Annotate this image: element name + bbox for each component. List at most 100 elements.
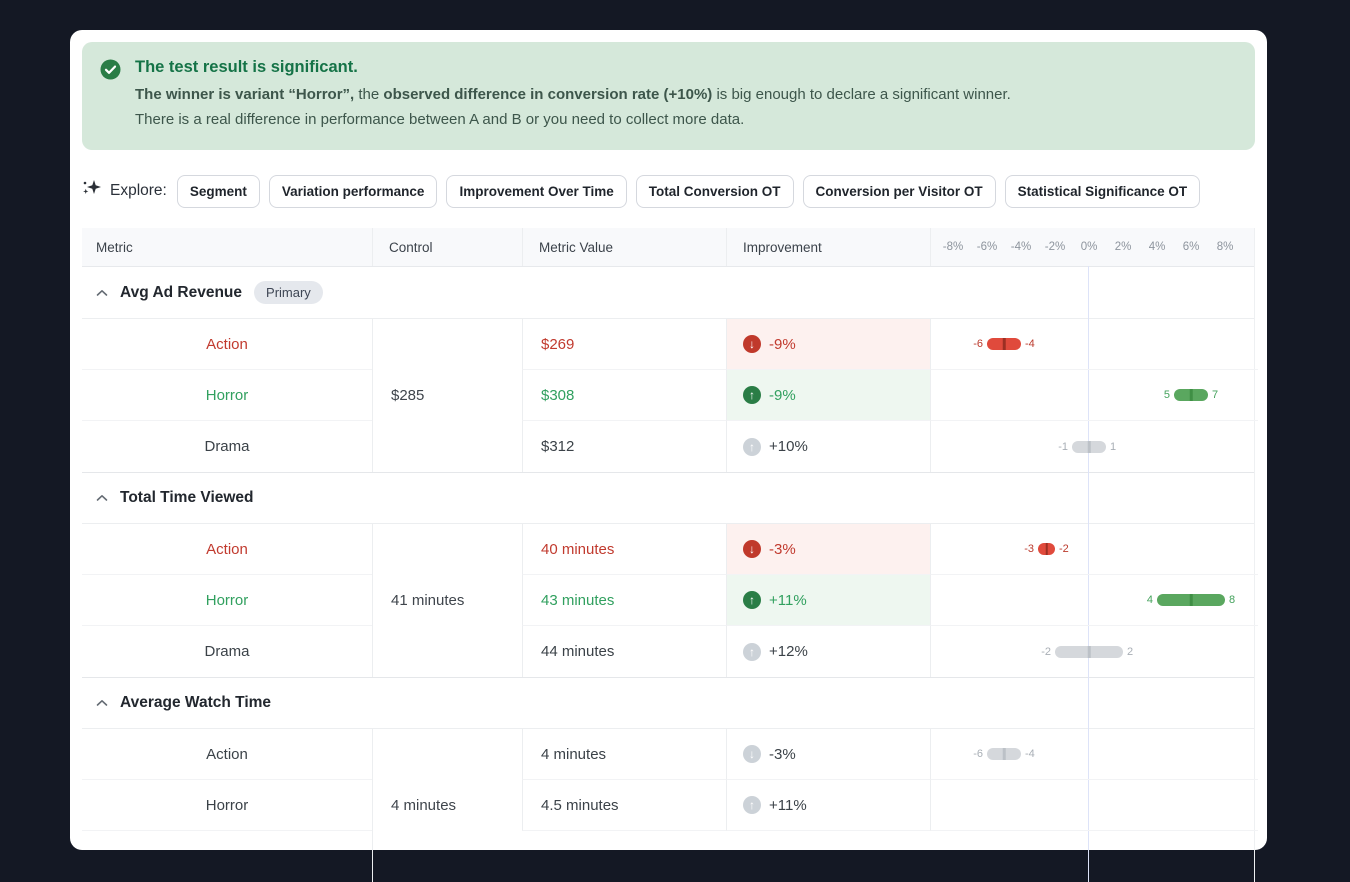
banner-description: The winner is variant “Horror”, the obse… xyxy=(135,82,1011,132)
arrow-up-circle-icon xyxy=(743,591,761,609)
axis-tick: -6% xyxy=(976,241,998,253)
variant-name: Action xyxy=(82,729,372,780)
ci-high-label: 7 xyxy=(1212,389,1219,401)
improvement-value: +11% xyxy=(769,796,807,814)
explore-chips: Segment Variation performance Improvemen… xyxy=(176,174,1201,208)
arrow-up-circle-icon xyxy=(743,386,761,404)
improvement-cell: +12% xyxy=(726,626,930,677)
metric-value: 40 minutes xyxy=(522,524,726,575)
metric-group-total-time-viewed: Total Time Viewed Action Horror Drama 41… xyxy=(82,472,1258,677)
variant-name: Drama xyxy=(204,438,250,455)
group-header-total-time-viewed[interactable]: Total Time Viewed xyxy=(82,472,1254,524)
ci-bar xyxy=(1157,594,1225,606)
arrow-down-circle-icon xyxy=(743,335,761,353)
axis-tick: 4% xyxy=(1148,241,1166,253)
explore-bar: Explore: Segment Variation performance I… xyxy=(82,173,1255,209)
axis-tick: 6% xyxy=(1182,241,1200,253)
banner-winner-text: The winner is variant “Horror”, xyxy=(135,86,355,103)
confidence-interval xyxy=(930,780,1258,831)
sparkles-icon xyxy=(82,179,102,204)
banner-text: the xyxy=(354,86,384,103)
variant-name: Action xyxy=(82,319,372,370)
control-value: $285 xyxy=(372,319,522,472)
group-header-average-watch-time[interactable]: Average Watch Time xyxy=(82,677,1254,729)
table-header: Metric Control Metric Value Improvement … xyxy=(82,228,1254,267)
banner-text-secondary: There is a real difference in performanc… xyxy=(135,111,745,128)
metric-value: 4 minutes xyxy=(522,729,726,780)
chip-total-conversion-ot[interactable]: Total Conversion OT xyxy=(635,174,794,208)
axis-tick: 0% xyxy=(1080,241,1098,253)
metric-value: 43 minutes xyxy=(522,575,726,626)
ci-low-label: -2 xyxy=(1041,645,1051,658)
group-title: Average Watch Time xyxy=(120,694,272,711)
confidence-interval: -6 -4 xyxy=(930,729,1258,780)
metric-group-average-watch-time: Average Watch Time Action Horror 4 minut… xyxy=(82,677,1258,882)
improvement-cell: +10% xyxy=(726,421,930,472)
ci-bar xyxy=(1038,543,1055,555)
arrow-down-circle-icon xyxy=(743,745,761,763)
column-header-control: Control xyxy=(372,228,522,266)
ci-high-label: -4 xyxy=(1025,748,1035,760)
primary-badge: Primary xyxy=(254,281,323,304)
improvement-cell: +11% xyxy=(726,575,930,626)
chevron-up-icon xyxy=(96,289,108,297)
improvement-cell: -3% xyxy=(726,729,930,780)
ci-low-label: -3 xyxy=(1024,543,1034,555)
column-header-improvement: Improvement xyxy=(726,228,930,266)
improvement-cell: -9% xyxy=(726,370,930,421)
confidence-interval: -1 1 xyxy=(930,421,1258,472)
metric-value: $269 xyxy=(522,319,726,370)
improvement-value: -3% xyxy=(769,745,796,763)
confidence-interval: -6 -4 xyxy=(930,319,1258,370)
column-header-metric: Metric xyxy=(96,239,133,255)
ci-low-label: -6 xyxy=(973,338,983,350)
banner-title: The test result is significant. xyxy=(135,58,358,76)
improvement-value: +12% xyxy=(769,643,808,660)
ci-bar xyxy=(987,338,1021,350)
explore-label: Explore: xyxy=(110,182,167,199)
ci-bar xyxy=(1055,645,1123,658)
significance-banner: The test result is significant. The winn… xyxy=(82,42,1255,150)
improvement-scale-axis: -8% -6% -4% -2% 0% 2% 4% 6% 8% xyxy=(930,228,1258,266)
chip-segment[interactable]: Segment xyxy=(176,174,260,208)
control-value: 41 minutes xyxy=(372,524,522,677)
metric-value: $308 xyxy=(522,370,726,421)
improvement-value: +11% xyxy=(769,591,807,609)
improvement-cell: -9% xyxy=(726,319,930,370)
metric-group-avg-ad-revenue: Avg Ad Revenue Primary Action Horror Dra… xyxy=(82,267,1258,472)
variant-name: Horror xyxy=(82,370,372,421)
improvement-cell: -3% xyxy=(726,524,930,575)
ci-low-label: -1 xyxy=(1058,440,1068,453)
variant-name: Horror xyxy=(82,575,372,626)
chip-improvement-over-time[interactable]: Improvement Over Time xyxy=(446,174,627,208)
ci-high-label: 8 xyxy=(1229,594,1236,606)
banner-text: is big enough to declare a significant w… xyxy=(712,86,1011,103)
group-rows: Action Horror Drama 41 minutes 40 minute… xyxy=(82,524,1258,677)
improvement-value: -3% xyxy=(769,540,796,558)
chip-variation-performance[interactable]: Variation performance xyxy=(268,174,438,208)
group-rows: Action Horror 4 minutes 4 minutes 4.5 mi… xyxy=(82,729,1258,882)
axis-tick: -8% xyxy=(942,241,964,253)
arrow-up-circle-icon xyxy=(743,642,761,661)
variant-name: Horror xyxy=(82,780,372,831)
group-title: Total Time Viewed xyxy=(120,489,254,506)
arrow-down-circle-icon xyxy=(743,540,761,558)
check-circle-icon xyxy=(100,59,121,85)
variant-name: Drama xyxy=(204,643,250,660)
improvement-value: -9% xyxy=(769,335,796,353)
chevron-up-icon xyxy=(96,699,108,707)
group-header-avg-ad-revenue[interactable]: Avg Ad Revenue Primary xyxy=(82,267,1254,319)
confidence-interval: -2 2 xyxy=(930,626,1258,677)
ci-high-label: -4 xyxy=(1025,338,1035,350)
ci-bar xyxy=(1072,440,1106,453)
chip-conversion-per-visitor-ot[interactable]: Conversion per Visitor OT xyxy=(802,174,996,208)
ci-low-label: -6 xyxy=(973,748,983,760)
group-title: Avg Ad Revenue xyxy=(120,283,243,301)
ci-high-label: 2 xyxy=(1127,645,1134,658)
group-rows: Action Horror Drama $285 $269 $308 $312 … xyxy=(82,319,1258,472)
metrics-table: Metric Control Metric Value Improvement … xyxy=(82,228,1258,882)
ci-high-label: 1 xyxy=(1110,440,1117,453)
chip-statistical-significance-ot[interactable]: Statistical Significance OT xyxy=(1004,174,1201,208)
